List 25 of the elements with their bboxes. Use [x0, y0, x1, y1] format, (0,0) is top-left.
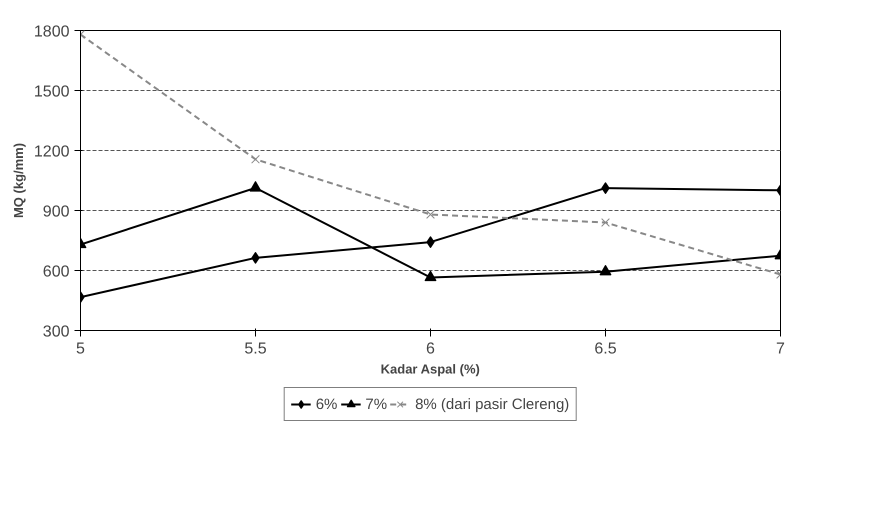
- legend-label: 7%: [365, 396, 388, 412]
- legend-label: 8% (dari pasir Clereng): [415, 396, 570, 412]
- x-tick-label: 6: [426, 340, 436, 358]
- legend-label: 6%: [316, 396, 338, 412]
- y-tick-label: 600: [42, 264, 70, 280]
- x-axis-title: Kadar Aspal (%): [380, 362, 480, 376]
- point: [424, 270, 436, 282]
- x-tick-label: 6.5: [594, 340, 617, 358]
- point: [426, 210, 435, 219]
- point: [251, 252, 260, 264]
- y-tick-label: 300: [42, 324, 70, 340]
- point: [600, 264, 612, 276]
- y-tick-label: 1200: [34, 144, 70, 160]
- x-tick-label: 7: [776, 340, 786, 358]
- y-tick-label: 900: [42, 204, 70, 220]
- x-tick-label: 5.5: [244, 340, 267, 358]
- point: [426, 236, 435, 248]
- x-tick-label: 5: [76, 340, 86, 358]
- point: [251, 154, 260, 164]
- point: [601, 182, 610, 194]
- y-tick-label: 1500: [34, 84, 70, 100]
- y-axis-title: MQ (kg/mm): [10, 142, 26, 218]
- point: [250, 181, 262, 192]
- point: [601, 218, 610, 227]
- y-tick-label: 1800: [34, 24, 70, 40]
